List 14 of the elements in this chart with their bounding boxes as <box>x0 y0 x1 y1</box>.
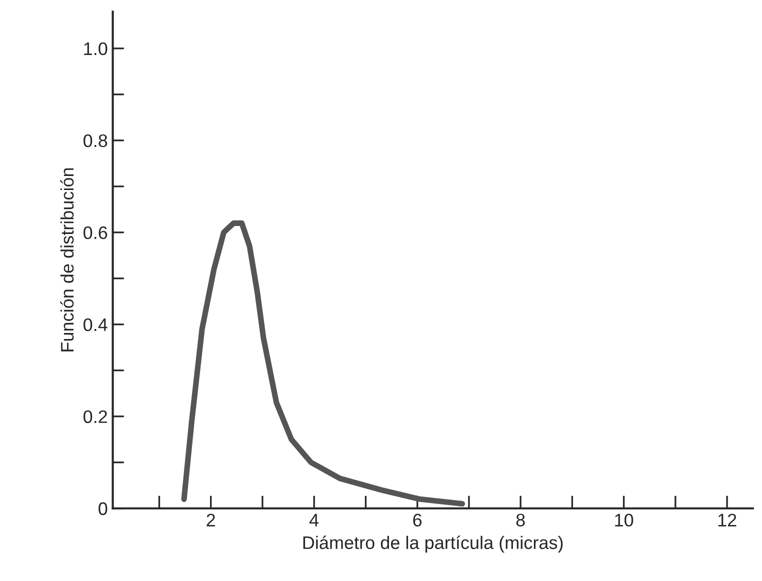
x-tick-label: 10 <box>615 514 634 526</box>
y-tick-label: 1.0 <box>84 42 108 56</box>
y-axis-title: Función de distribución <box>60 168 74 352</box>
y-tick-label: 0 <box>98 502 108 516</box>
y-tick-label: 0.8 <box>84 134 108 148</box>
x-tick-label: 6 <box>413 514 422 526</box>
y-tick-label: 0.6 <box>84 226 108 240</box>
y-tick-label: 0.2 <box>84 410 108 424</box>
y-tick-label: 0.4 <box>84 318 108 332</box>
x-tick-label: 8 <box>516 514 525 526</box>
x-tick-label: 4 <box>309 514 319 526</box>
x-tick-label: 12 <box>718 514 736 526</box>
x-axis-title: Diámetro de la partícula (micras) <box>303 536 563 553</box>
x-tick-label: 2 <box>206 514 215 526</box>
